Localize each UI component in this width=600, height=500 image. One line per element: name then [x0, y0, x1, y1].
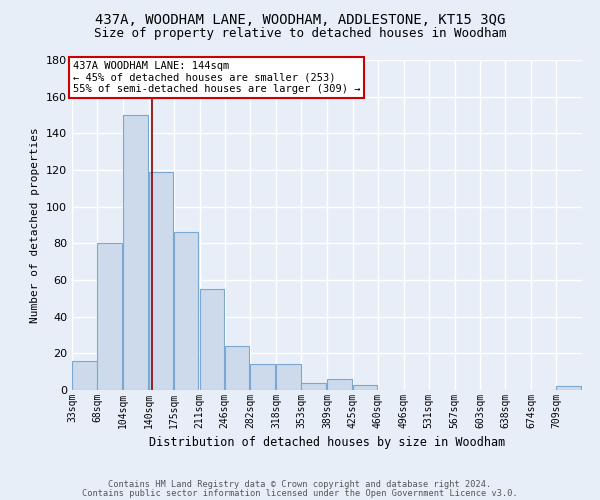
Bar — [353, 384, 377, 390]
Bar — [72, 360, 97, 390]
Bar — [97, 244, 122, 390]
Bar — [276, 364, 301, 390]
Bar — [301, 382, 326, 390]
Text: Size of property relative to detached houses in Woodham: Size of property relative to detached ho… — [94, 28, 506, 40]
X-axis label: Distribution of detached houses by size in Woodham: Distribution of detached houses by size … — [149, 436, 505, 450]
Bar — [556, 386, 581, 390]
Text: 437A, WOODHAM LANE, WOODHAM, ADDLESTONE, KT15 3QG: 437A, WOODHAM LANE, WOODHAM, ADDLESTONE,… — [95, 12, 505, 26]
Bar — [327, 379, 352, 390]
Text: 437A WOODHAM LANE: 144sqm
← 45% of detached houses are smaller (253)
55% of semi: 437A WOODHAM LANE: 144sqm ← 45% of detac… — [73, 61, 360, 94]
Bar — [149, 172, 173, 390]
Text: Contains public sector information licensed under the Open Government Licence v3: Contains public sector information licen… — [82, 488, 518, 498]
Text: Contains HM Land Registry data © Crown copyright and database right 2024.: Contains HM Land Registry data © Crown c… — [109, 480, 491, 489]
Bar — [224, 346, 249, 390]
Bar — [174, 232, 199, 390]
Y-axis label: Number of detached properties: Number of detached properties — [31, 127, 40, 323]
Bar — [250, 364, 275, 390]
Bar — [199, 289, 224, 390]
Bar — [123, 115, 148, 390]
